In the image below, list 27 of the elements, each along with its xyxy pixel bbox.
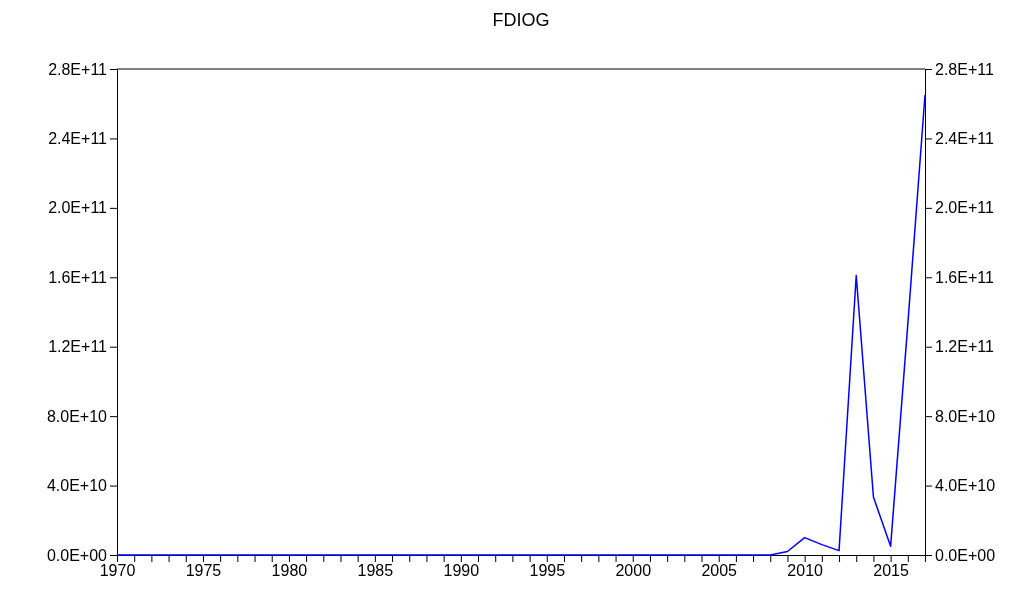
y2-tick-label: 1.6E+11 <box>935 268 994 286</box>
y2-tick-label: 0.0E+00 <box>935 546 996 564</box>
x-tick-label: 1975 <box>185 562 222 580</box>
y2-tick-label: 4.0E+10 <box>935 477 996 495</box>
y2-tick-label: 8.0E+10 <box>935 407 996 425</box>
chart-title: FDIOG <box>492 10 550 30</box>
y2-tick-label: 2.8E+11 <box>935 60 994 78</box>
y-tick-label: 2.8E+11 <box>48 60 108 78</box>
x-tick-label: 2010 <box>787 562 824 580</box>
x-tick-label: 2005 <box>701 562 738 580</box>
y2-tick-label: 2.0E+11 <box>935 199 994 217</box>
y-tick-label: 1.2E+11 <box>48 338 108 356</box>
x-tick-label: 2015 <box>873 562 910 580</box>
x-tick-label: 1985 <box>357 562 394 580</box>
x-tick-label: 2000 <box>615 562 652 580</box>
x-tick-label: 1990 <box>443 562 480 580</box>
y-tick-label: 1.6E+11 <box>48 268 108 286</box>
x-tick-label: 1995 <box>529 562 566 580</box>
y-tick-label: 4.0E+10 <box>46 477 108 495</box>
y2-tick-label: 1.2E+11 <box>935 338 994 356</box>
y2-tick-label: 2.4E+11 <box>935 130 994 148</box>
y-tick-label: 2.0E+11 <box>48 199 108 217</box>
x-tick-label: 1970 <box>99 562 136 580</box>
y-tick-label: 0.0E+00 <box>46 546 108 564</box>
y-tick-label: 2.4E+11 <box>48 130 108 148</box>
y-tick-label: 8.0E+10 <box>46 407 108 425</box>
x-tick-label: 1980 <box>271 562 308 580</box>
